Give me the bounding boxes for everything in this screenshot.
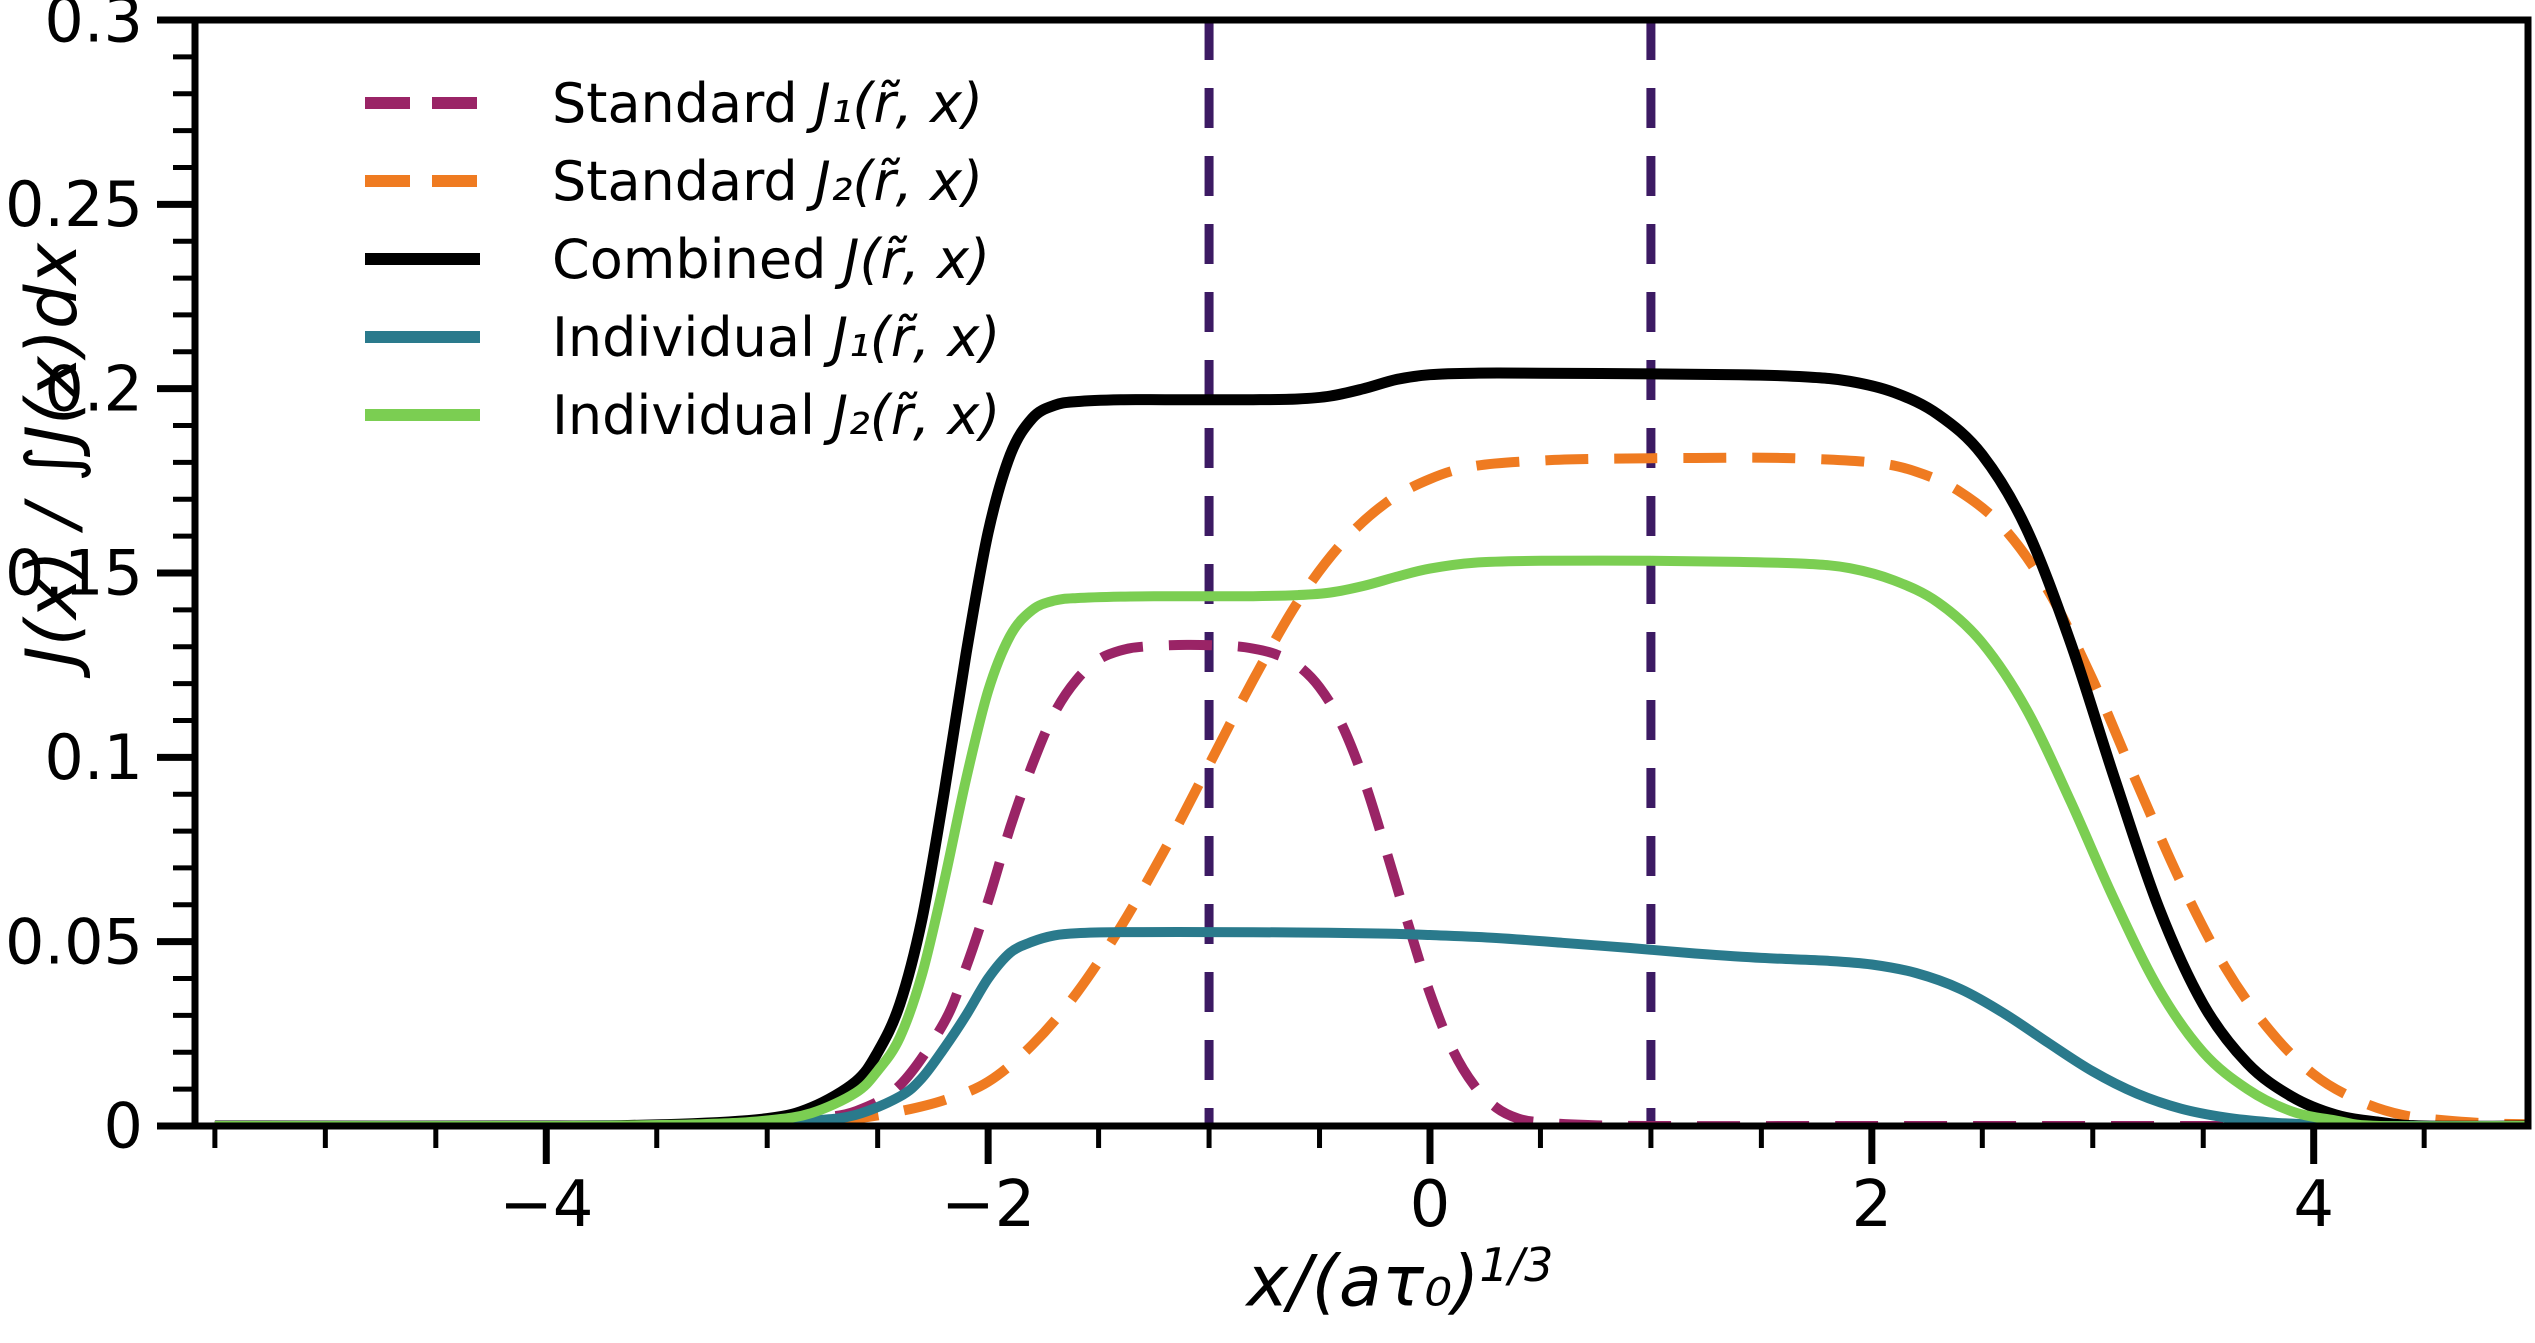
legend-item-label: Individual J₁(r̃, x) [552,305,1001,369]
legend-item-label: Individual J₂(r̃, x) [552,383,1001,447]
x-axis-label-base: x/(aτ₀) [1246,1240,1480,1323]
series-curve [214,367,2528,1126]
series-curve [214,639,2528,1126]
solid-line-swatch-icon [365,331,480,343]
y-tick-label: 0.05 [5,905,143,978]
y-tick-label: 0.2 [44,352,143,425]
y-tick-label: 0.25 [5,168,143,241]
series-curve [214,452,2528,1126]
y-tick-label: 0.3 [44,0,143,57]
legend: Standard J₁(r̃, x) Standard J₂(r̃, x) Comb… [365,64,1000,454]
x-tick-label: 0 [1410,1168,1451,1242]
legend-item: Individual J₁(r̃, x) [365,298,1000,376]
dashed-line-swatch-icon [365,175,480,187]
x-tick-label: 4 [2293,1168,2334,1242]
solid-line-swatch-icon [365,409,480,421]
solid-line-swatch-icon [365,253,480,265]
legend-item: Standard J₁(r̃, x) [365,64,1000,142]
x-tick-label: 2 [1851,1168,1892,1242]
series-curve [214,555,2528,1126]
y-axis-label: J(x) / ∫J(x)dx [11,243,93,667]
legend-item-label: Standard J₂(r̃, x) [552,149,984,213]
y-axis-label-text: J(x) / ∫J(x)dx [11,243,93,667]
legend-item-label: Standard J₁(r̃, x) [552,71,984,135]
x-tick-label: −4 [499,1168,593,1242]
legend-item: Combined J(r̃, x) [365,220,1000,298]
legend-item-label: Combined J(r̃, x) [552,227,991,291]
series-curve [214,926,2528,1126]
x-tick-label: −2 [941,1168,1035,1242]
legend-item: Standard J₂(r̃, x) [365,142,1000,220]
y-tick-label: 0.15 [5,537,143,610]
x-axis-label-exponent: 1/3 [1479,1238,1554,1292]
legend-item: Individual J₂(r̃, x) [365,376,1000,454]
y-tick-label: 0.1 [44,721,143,794]
dashed-line-swatch-icon [365,97,480,109]
y-tick-label: 0 [104,1090,143,1163]
x-axis-label: x/(aτ₀)1/3 [1247,1238,1554,1322]
